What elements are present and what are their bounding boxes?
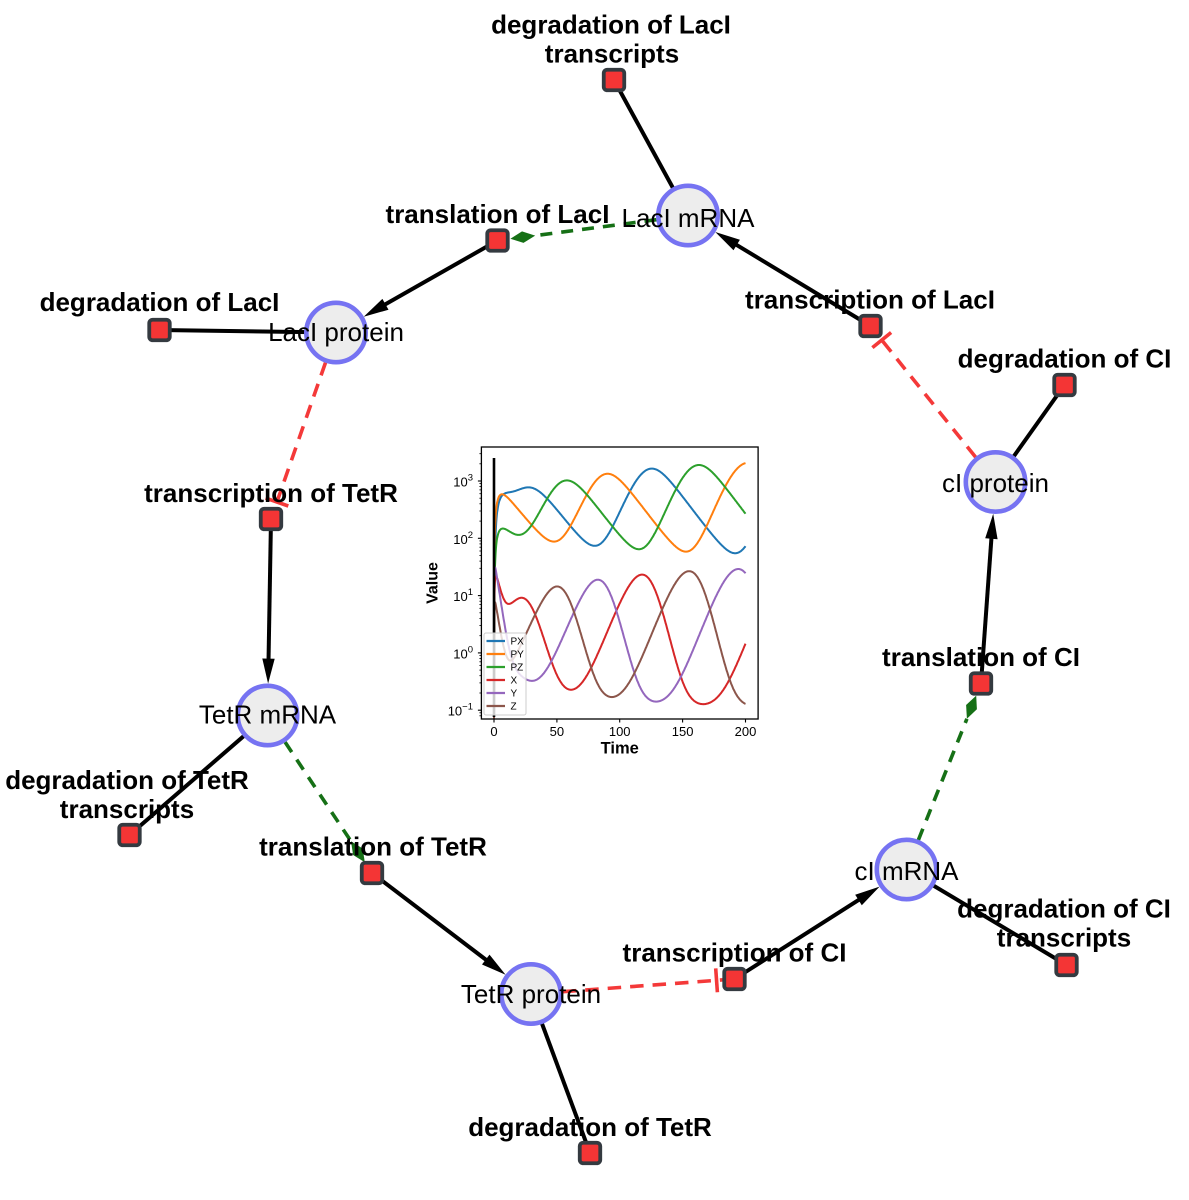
- svg-text:degradation of CI: degradation of CI: [957, 894, 1171, 924]
- svg-text:X: X: [511, 676, 518, 687]
- svg-text:0: 0: [490, 724, 497, 739]
- svg-text:PY: PY: [511, 650, 525, 661]
- svg-text:PX: PX: [511, 637, 525, 648]
- svg-text:Time: Time: [601, 740, 639, 758]
- svg-text:Z: Z: [511, 702, 517, 713]
- svg-text:degradation of CI: degradation of CI: [958, 344, 1172, 374]
- svg-text:degradation of TetR: degradation of TetR: [5, 765, 249, 795]
- svg-text:transcripts: transcripts: [997, 923, 1131, 953]
- svg-text:PZ: PZ: [511, 663, 524, 674]
- svg-text:LacI mRNA: LacI mRNA: [622, 203, 756, 233]
- svg-text:degradation of TetR: degradation of TetR: [468, 1112, 712, 1142]
- svg-text:Y: Y: [511, 689, 518, 700]
- svg-text:100: 100: [609, 724, 631, 739]
- svg-text:LacI protein: LacI protein: [268, 317, 404, 347]
- svg-text:cI protein: cI protein: [942, 468, 1049, 498]
- svg-text:50: 50: [550, 724, 564, 739]
- svg-text:translation of LacI: translation of LacI: [386, 199, 610, 229]
- svg-text:TetR mRNA: TetR mRNA: [199, 700, 337, 730]
- svg-text:transcription of LacI: transcription of LacI: [745, 285, 995, 315]
- svg-text:transcripts: transcripts: [60, 794, 194, 824]
- svg-text:degradation of LacI: degradation of LacI: [40, 287, 280, 317]
- svg-text:150: 150: [672, 724, 694, 739]
- svg-text:cI mRNA: cI mRNA: [855, 856, 960, 886]
- svg-text:translation of TetR: translation of TetR: [259, 832, 487, 862]
- svg-text:Value: Value: [425, 562, 442, 604]
- svg-text:200: 200: [735, 724, 757, 739]
- svg-text:transcription of CI: transcription of CI: [623, 938, 847, 968]
- svg-text:transcripts: transcripts: [545, 39, 679, 69]
- svg-text:transcription of TetR: transcription of TetR: [144, 478, 398, 508]
- svg-text:translation of CI: translation of CI: [882, 642, 1080, 672]
- svg-text:TetR protein: TetR protein: [461, 979, 601, 1009]
- svg-text:degradation of LacI: degradation of LacI: [491, 10, 731, 40]
